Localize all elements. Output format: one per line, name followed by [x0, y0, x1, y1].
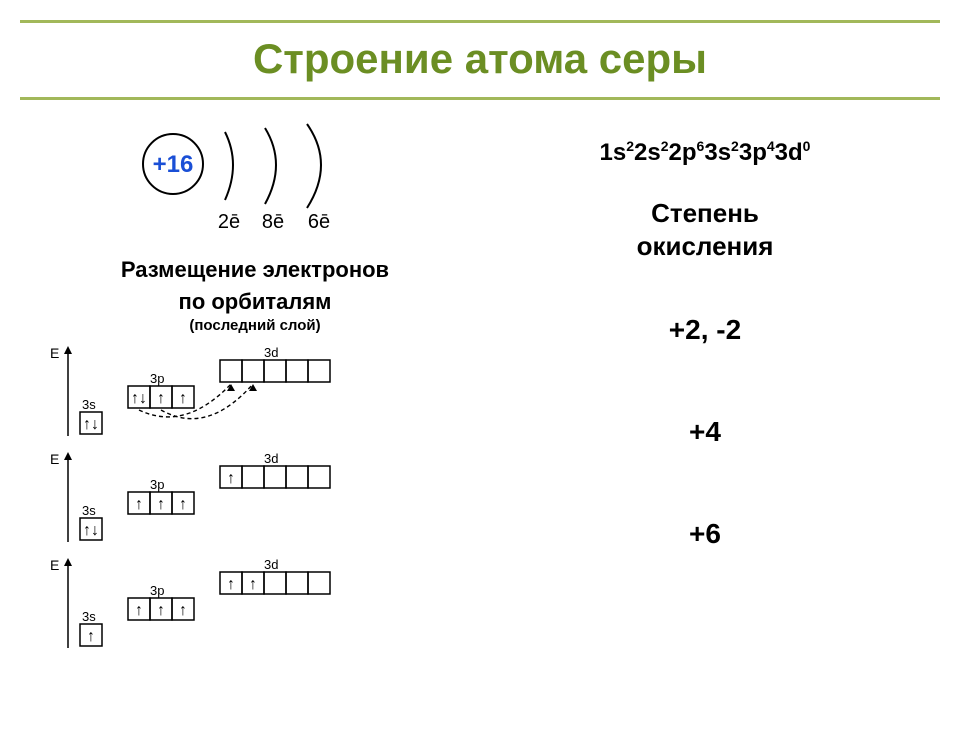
- left-heading-line2: по орбиталям: [30, 289, 480, 315]
- svg-text:↑: ↑: [179, 496, 187, 513]
- svg-text:↑: ↑: [87, 628, 95, 645]
- svg-text:3s: 3s: [82, 397, 96, 412]
- oxidation-heading-l2: окисления: [637, 231, 774, 261]
- orbital-state-1: E 3s 3p 3d ↑↓ ↑ ↑ ↑ ↑: [40, 448, 480, 548]
- oxidation-value-1: +4: [480, 416, 930, 448]
- svg-text:3s: 3s: [82, 503, 96, 518]
- svg-text:↑: ↑: [179, 390, 187, 407]
- left-column: +16 2ē 8ē 6ē Размещение электронов по ор…: [30, 110, 480, 660]
- orbital-state-0: E 3s 3p 3d ↑↓ ↑↓ ↑ ↑: [40, 342, 480, 442]
- svg-text:3p: 3p: [150, 583, 164, 598]
- svg-text:3d: 3d: [264, 557, 278, 572]
- svg-text:↑↓: ↑↓: [83, 416, 99, 433]
- svg-text:E: E: [50, 451, 59, 467]
- svg-text:8ē: 8ē: [262, 211, 284, 233]
- oxidation-value-2: +6: [480, 518, 930, 550]
- svg-text:↑: ↑: [135, 496, 143, 513]
- svg-text:↑: ↑: [157, 496, 165, 513]
- title-bar: Строение атома серы: [20, 20, 940, 100]
- svg-text:E: E: [50, 345, 59, 361]
- content: +16 2ē 8ē 6ē Размещение электронов по ор…: [0, 100, 960, 660]
- page-title: Строение атома серы: [20, 35, 940, 83]
- svg-text:3d: 3d: [264, 345, 278, 360]
- svg-text:6ē: 6ē: [308, 211, 330, 233]
- electron-config: 1s22s22p63s23p43d0: [480, 138, 930, 167]
- orbital-state-2: E 3s 3p 3d ↑ ↑ ↑ ↑ ↑ ↑: [40, 554, 480, 654]
- svg-text:↑↓: ↑↓: [83, 522, 99, 539]
- svg-text:3s: 3s: [82, 609, 96, 624]
- svg-text:↑: ↑: [227, 576, 235, 593]
- left-heading-line1: Размещение электронов: [30, 257, 480, 283]
- oxidation-heading: Степень окисления: [480, 197, 930, 262]
- svg-text:↑: ↑: [135, 602, 143, 619]
- left-subheading: (последний слой): [30, 317, 480, 334]
- svg-text:↑: ↑: [157, 602, 165, 619]
- svg-text:↑↓: ↑↓: [131, 390, 147, 407]
- svg-text:↑: ↑: [157, 390, 165, 407]
- svg-text:3p: 3p: [150, 371, 164, 386]
- oxidation-heading-l1: Степень: [651, 198, 759, 228]
- svg-text:↑: ↑: [249, 576, 257, 593]
- right-column: 1s22s22p63s23p43d0 Степень окисления +2,…: [480, 110, 930, 660]
- svg-text:+16: +16: [153, 151, 194, 178]
- svg-text:2ē: 2ē: [218, 211, 240, 233]
- oxidation-value-0: +2, -2: [480, 314, 930, 346]
- svg-text:E: E: [50, 557, 59, 573]
- svg-text:↑: ↑: [227, 470, 235, 487]
- svg-text:3p: 3p: [150, 477, 164, 492]
- svg-text:↑: ↑: [179, 602, 187, 619]
- atom-shell-diagram: +16 2ē 8ē 6ē: [30, 120, 480, 245]
- svg-text:3d: 3d: [264, 451, 278, 466]
